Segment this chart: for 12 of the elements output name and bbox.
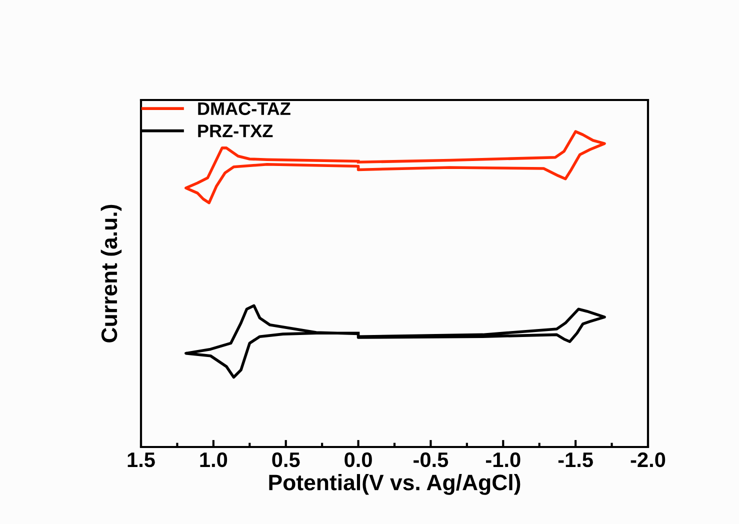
x-tick-label: 1.0 [200,452,228,468]
x-tick-label: -1.0 [486,452,520,468]
legend-label: DMAC-TAZ [198,102,290,116]
x-tick-label: 0.0 [344,452,372,468]
x-axis-title: Potential(V vs. Ag/AgCl) [269,474,520,495]
y-axis-title: Current (a.u.) [100,204,122,342]
legend-label: PRZ-TXZ [198,124,273,138]
x-tick-label: 1.5 [128,452,155,468]
x-tick-label: 0.5 [272,452,300,468]
x-tick-label: -2.0 [630,452,666,468]
x-tick-label: -0.5 [414,452,448,468]
x-tick-label: -1.5 [558,452,593,468]
